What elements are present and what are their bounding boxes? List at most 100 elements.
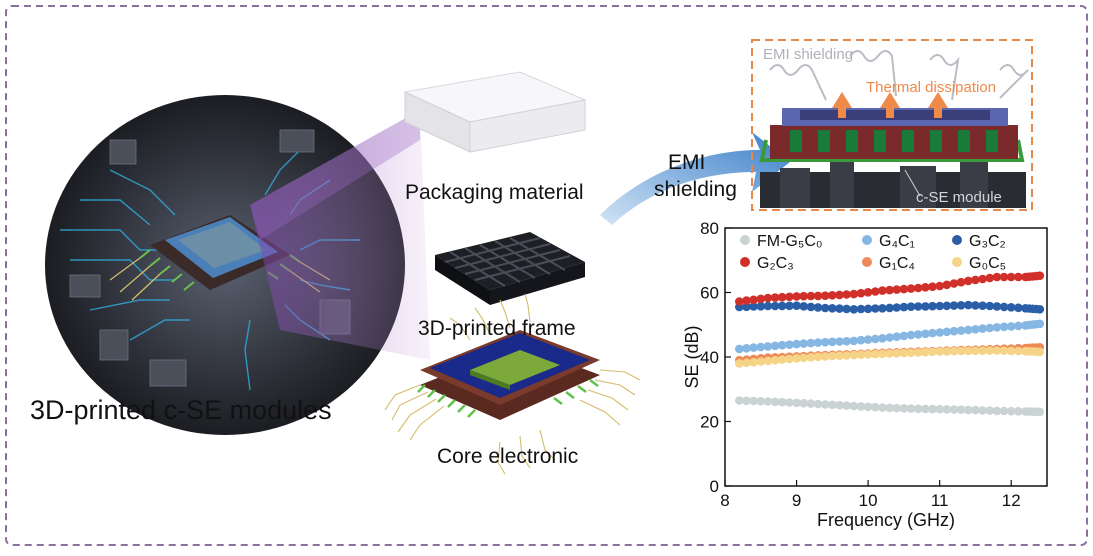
data-point xyxy=(992,302,1002,311)
data-point xyxy=(892,332,901,342)
y-axis-label: SE (dB) xyxy=(682,325,702,388)
data-point xyxy=(842,290,851,299)
data-point xyxy=(949,301,959,310)
data-point xyxy=(999,346,1009,356)
data-point xyxy=(942,280,952,290)
data-point xyxy=(885,285,894,295)
data-point xyxy=(777,301,787,311)
data-point xyxy=(1035,347,1045,357)
data-point xyxy=(1006,406,1016,416)
data-point xyxy=(899,284,909,294)
data-point xyxy=(899,302,909,312)
data-point xyxy=(828,351,837,361)
data-point xyxy=(935,404,944,414)
data-point xyxy=(828,400,837,410)
data-point xyxy=(871,304,880,313)
legend-marker xyxy=(952,235,962,245)
data-point xyxy=(813,291,823,301)
y-tick-label: 0 xyxy=(710,477,719,496)
data-point xyxy=(928,347,937,357)
data-point xyxy=(842,401,851,410)
data-point xyxy=(992,272,1002,282)
data-point xyxy=(735,359,744,368)
data-point xyxy=(928,301,937,311)
data-point xyxy=(992,323,1002,332)
data-point xyxy=(735,396,744,405)
data-point xyxy=(871,287,880,296)
data-point xyxy=(913,404,923,414)
data-point xyxy=(835,290,844,300)
data-point xyxy=(971,301,980,310)
data-point xyxy=(878,403,887,412)
data-point xyxy=(785,354,794,364)
data-point xyxy=(763,356,773,366)
legend-marker xyxy=(740,235,750,245)
data-point xyxy=(799,398,808,408)
data-point xyxy=(742,396,751,406)
arrow-label-shielding: shielding xyxy=(654,178,737,201)
data-point xyxy=(806,338,816,348)
x-tick-label: 12 xyxy=(1002,491,1021,510)
data-point xyxy=(949,326,959,336)
data-point xyxy=(770,341,780,351)
data-point xyxy=(878,304,887,313)
data-point xyxy=(885,333,894,342)
x-axis-label: Frequency (GHz) xyxy=(817,510,955,530)
data-point xyxy=(892,285,901,294)
data-point xyxy=(992,406,1002,416)
legend-marker xyxy=(952,257,962,267)
data-point xyxy=(742,296,751,305)
data-point xyxy=(863,335,873,344)
data-point xyxy=(756,357,766,366)
data-point xyxy=(756,342,766,352)
data-point xyxy=(1014,321,1023,331)
data-point xyxy=(978,301,987,311)
data-point xyxy=(849,336,859,346)
data-point xyxy=(777,292,787,302)
data-point xyxy=(856,288,866,298)
data-point xyxy=(878,286,887,295)
data-point xyxy=(921,329,930,339)
legend-label: G₂C₃ xyxy=(757,255,794,272)
data-point xyxy=(763,293,773,303)
data-point xyxy=(863,304,873,314)
data-point xyxy=(820,303,830,313)
data-point xyxy=(999,322,1009,332)
data-point xyxy=(820,352,830,361)
data-point xyxy=(906,348,916,358)
data-point xyxy=(942,327,952,337)
data-point xyxy=(820,400,830,409)
data-point xyxy=(1014,303,1023,313)
data-point xyxy=(999,302,1009,312)
data-point xyxy=(856,402,866,411)
data-point xyxy=(770,355,780,365)
inset-module-label: c-SE module xyxy=(916,189,1002,206)
x-tick-label: 11 xyxy=(931,491,949,510)
inset-schematic xyxy=(751,39,1033,211)
data-point xyxy=(863,402,873,412)
lattice-frame xyxy=(435,232,585,305)
data-point xyxy=(942,301,952,311)
data-point xyxy=(949,346,959,356)
data-point xyxy=(956,301,966,310)
data-point xyxy=(942,405,952,414)
data-point xyxy=(828,304,837,313)
x-tick-label: 8 xyxy=(720,491,729,510)
data-point xyxy=(928,328,937,338)
data-point xyxy=(828,291,837,300)
data-point xyxy=(756,397,766,406)
legend-label: G₄C₁ xyxy=(879,233,915,250)
data-point xyxy=(756,302,766,311)
data-point xyxy=(906,330,916,340)
data-point xyxy=(828,337,837,347)
data-point xyxy=(806,302,816,312)
data-point xyxy=(792,354,801,363)
data-point xyxy=(899,404,909,413)
data-point xyxy=(921,347,930,357)
label-modules: 3D-printed c-SE modules xyxy=(30,395,332,425)
data-point xyxy=(835,304,844,313)
data-point xyxy=(956,346,966,356)
data-point xyxy=(820,291,830,301)
legend-marker xyxy=(862,257,872,267)
data-point xyxy=(899,331,909,341)
